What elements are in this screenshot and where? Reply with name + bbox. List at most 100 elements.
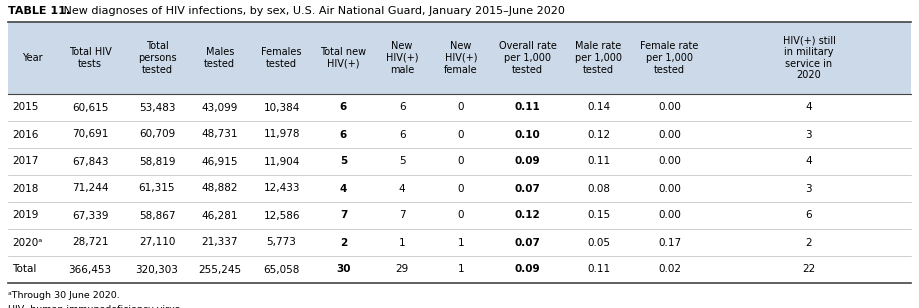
Text: New
HIV(+)
male: New HIV(+) male [386, 41, 418, 75]
Text: 0.05: 0.05 [587, 237, 610, 248]
Text: 12,586: 12,586 [264, 210, 300, 221]
Text: 22: 22 [802, 265, 815, 274]
Text: 2019: 2019 [12, 210, 39, 221]
Text: 0.07: 0.07 [515, 237, 540, 248]
Text: 30: 30 [336, 265, 351, 274]
Text: 0.17: 0.17 [658, 237, 681, 248]
Text: 65,058: 65,058 [264, 265, 300, 274]
Text: 0: 0 [458, 156, 464, 167]
Bar [8, 22, 911, 94]
Text: 0.00: 0.00 [658, 129, 681, 140]
Text: 6: 6 [399, 103, 405, 112]
Text: 67,843: 67,843 [72, 156, 108, 167]
Text: Females
tested: Females tested [261, 47, 301, 69]
Text: 10,384: 10,384 [264, 103, 300, 112]
Text: 0.12: 0.12 [515, 210, 540, 221]
Text: 6: 6 [340, 103, 347, 112]
Text: 3: 3 [806, 184, 812, 193]
Text: Year: Year [22, 53, 42, 63]
Text: 0.09: 0.09 [515, 265, 540, 274]
Text: Total: Total [12, 265, 37, 274]
Text: 2016: 2016 [12, 129, 39, 140]
Text: 48,882: 48,882 [201, 184, 238, 193]
Text: Total new
HIV(+): Total new HIV(+) [321, 47, 367, 69]
Text: New diagnoses of HIV infections, by sex, U.S. Air National Guard, January 2015–J: New diagnoses of HIV infections, by sex,… [60, 6, 565, 16]
Text: 0.14: 0.14 [587, 103, 610, 112]
Text: 0: 0 [458, 129, 464, 140]
Text: 2017: 2017 [12, 156, 39, 167]
Text: HIV(+) still
in military
service in
2020: HIV(+) still in military service in 2020 [782, 36, 835, 80]
Text: 7: 7 [399, 210, 405, 221]
Text: 2015: 2015 [12, 103, 39, 112]
Text: 366,453: 366,453 [69, 265, 112, 274]
Text: 0.11: 0.11 [515, 103, 540, 112]
Text: 0.00: 0.00 [658, 103, 681, 112]
Text: 2018: 2018 [12, 184, 39, 193]
Text: 60,615: 60,615 [72, 103, 108, 112]
Text: Total
persons
tested: Total persons tested [138, 41, 176, 75]
Text: Male rate
per 1,000
tested: Male rate per 1,000 tested [575, 41, 622, 75]
Text: 11,904: 11,904 [264, 156, 300, 167]
Text: 4: 4 [806, 103, 812, 112]
Text: Total HIV
tests: Total HIV tests [69, 47, 111, 69]
Text: 71,244: 71,244 [72, 184, 108, 193]
Text: 0: 0 [458, 210, 464, 221]
Text: 0.00: 0.00 [658, 156, 681, 167]
Text: 6: 6 [806, 210, 812, 221]
Text: 5: 5 [399, 156, 405, 167]
Text: 1: 1 [458, 265, 464, 274]
Text: 0: 0 [458, 103, 464, 112]
Text: 12,433: 12,433 [264, 184, 300, 193]
Text: 4: 4 [340, 184, 347, 193]
Text: 2: 2 [806, 237, 812, 248]
Text: 0.11: 0.11 [587, 156, 610, 167]
Text: 4: 4 [806, 156, 812, 167]
Text: HIV, human immunodeficiency virus.: HIV, human immunodeficiency virus. [8, 305, 183, 308]
Text: 0: 0 [458, 184, 464, 193]
Text: 67,339: 67,339 [72, 210, 108, 221]
Text: 53,483: 53,483 [139, 103, 176, 112]
Text: 4: 4 [399, 184, 405, 193]
Text: TABLE 11.: TABLE 11. [8, 6, 70, 16]
Text: 0.02: 0.02 [658, 265, 681, 274]
Text: 11,978: 11,978 [264, 129, 300, 140]
Text: 0.09: 0.09 [515, 156, 540, 167]
Text: 6: 6 [340, 129, 347, 140]
Text: 46,915: 46,915 [201, 156, 238, 167]
Text: 255,245: 255,245 [199, 265, 242, 274]
Text: 43,099: 43,099 [201, 103, 238, 112]
Text: 27,110: 27,110 [139, 237, 176, 248]
Text: ᵃThrough 30 June 2020.: ᵃThrough 30 June 2020. [8, 291, 119, 300]
Text: 70,691: 70,691 [72, 129, 108, 140]
Text: 48,731: 48,731 [201, 129, 238, 140]
Text: 0.08: 0.08 [587, 184, 610, 193]
Text: 3: 3 [806, 129, 812, 140]
Text: 0.12: 0.12 [587, 129, 610, 140]
Text: 2020ᵃ: 2020ᵃ [12, 237, 42, 248]
Text: 28,721: 28,721 [72, 237, 108, 248]
Text: 29: 29 [395, 265, 409, 274]
Text: 60,709: 60,709 [139, 129, 176, 140]
Text: 0.10: 0.10 [515, 129, 540, 140]
Text: 6: 6 [399, 129, 405, 140]
Text: New
HIV(+)
female: New HIV(+) female [444, 41, 478, 75]
Text: 7: 7 [340, 210, 347, 221]
Text: 1: 1 [399, 237, 405, 248]
Text: 58,819: 58,819 [139, 156, 176, 167]
Text: 5,773: 5,773 [267, 237, 297, 248]
Text: 46,281: 46,281 [201, 210, 238, 221]
Text: 58,867: 58,867 [139, 210, 176, 221]
Text: 0.07: 0.07 [515, 184, 540, 193]
Text: Female rate
per 1,000
tested: Female rate per 1,000 tested [641, 41, 698, 75]
Text: Males
tested: Males tested [204, 47, 235, 69]
Text: 0.00: 0.00 [658, 210, 681, 221]
Text: 5: 5 [340, 156, 347, 167]
Text: 320,303: 320,303 [136, 265, 178, 274]
Text: 21,337: 21,337 [201, 237, 238, 248]
Text: 2: 2 [340, 237, 347, 248]
Text: 0.00: 0.00 [658, 184, 681, 193]
Text: 0.15: 0.15 [587, 210, 610, 221]
Text: 1: 1 [458, 237, 464, 248]
Text: 61,315: 61,315 [139, 184, 176, 193]
Text: 0.11: 0.11 [587, 265, 610, 274]
